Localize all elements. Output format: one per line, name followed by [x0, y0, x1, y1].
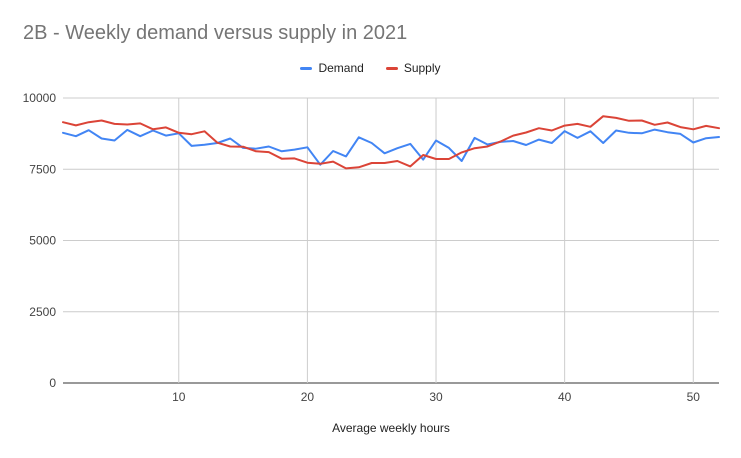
legend-label-supply: Supply [403, 61, 441, 75]
x-axis-tick-labels: 10 20 30 40 50 [172, 390, 700, 404]
y-tick-label: 10000 [23, 91, 57, 105]
legend-label-demand: Demand [318, 61, 364, 75]
x-tick-label: 30 [429, 390, 443, 404]
x-tick-label: 50 [687, 390, 701, 404]
legend-item-demand[interactable]: Demand [300, 61, 364, 75]
chart-title: 2B - Weekly demand versus supply in 2021 [23, 22, 408, 44]
y-tick-label: 0 [49, 376, 56, 390]
x-tick-label: 10 [172, 390, 186, 404]
series-line-demand[interactable] [62, 128, 720, 166]
series-lines [62, 115, 720, 170]
legend-item-supply[interactable]: Supply [385, 61, 441, 75]
gridlines [63, 97, 719, 384]
y-tick-label: 5000 [29, 234, 56, 248]
chart-legend: Demand Supply [0, 61, 741, 75]
y-tick-label: 2500 [29, 305, 56, 319]
y-axis-tick-labels: 0 2500 5000 7500 10000 [23, 91, 57, 390]
y-tick-label: 7500 [29, 162, 56, 176]
series-line-supply[interactable] [62, 115, 720, 170]
legend-swatch-supply [385, 66, 398, 70]
x-axis-title: Average weekly hours [332, 421, 450, 435]
x-tick-label: 20 [301, 390, 315, 404]
legend-swatch-demand [300, 66, 313, 70]
x-tick-label: 40 [558, 390, 572, 404]
